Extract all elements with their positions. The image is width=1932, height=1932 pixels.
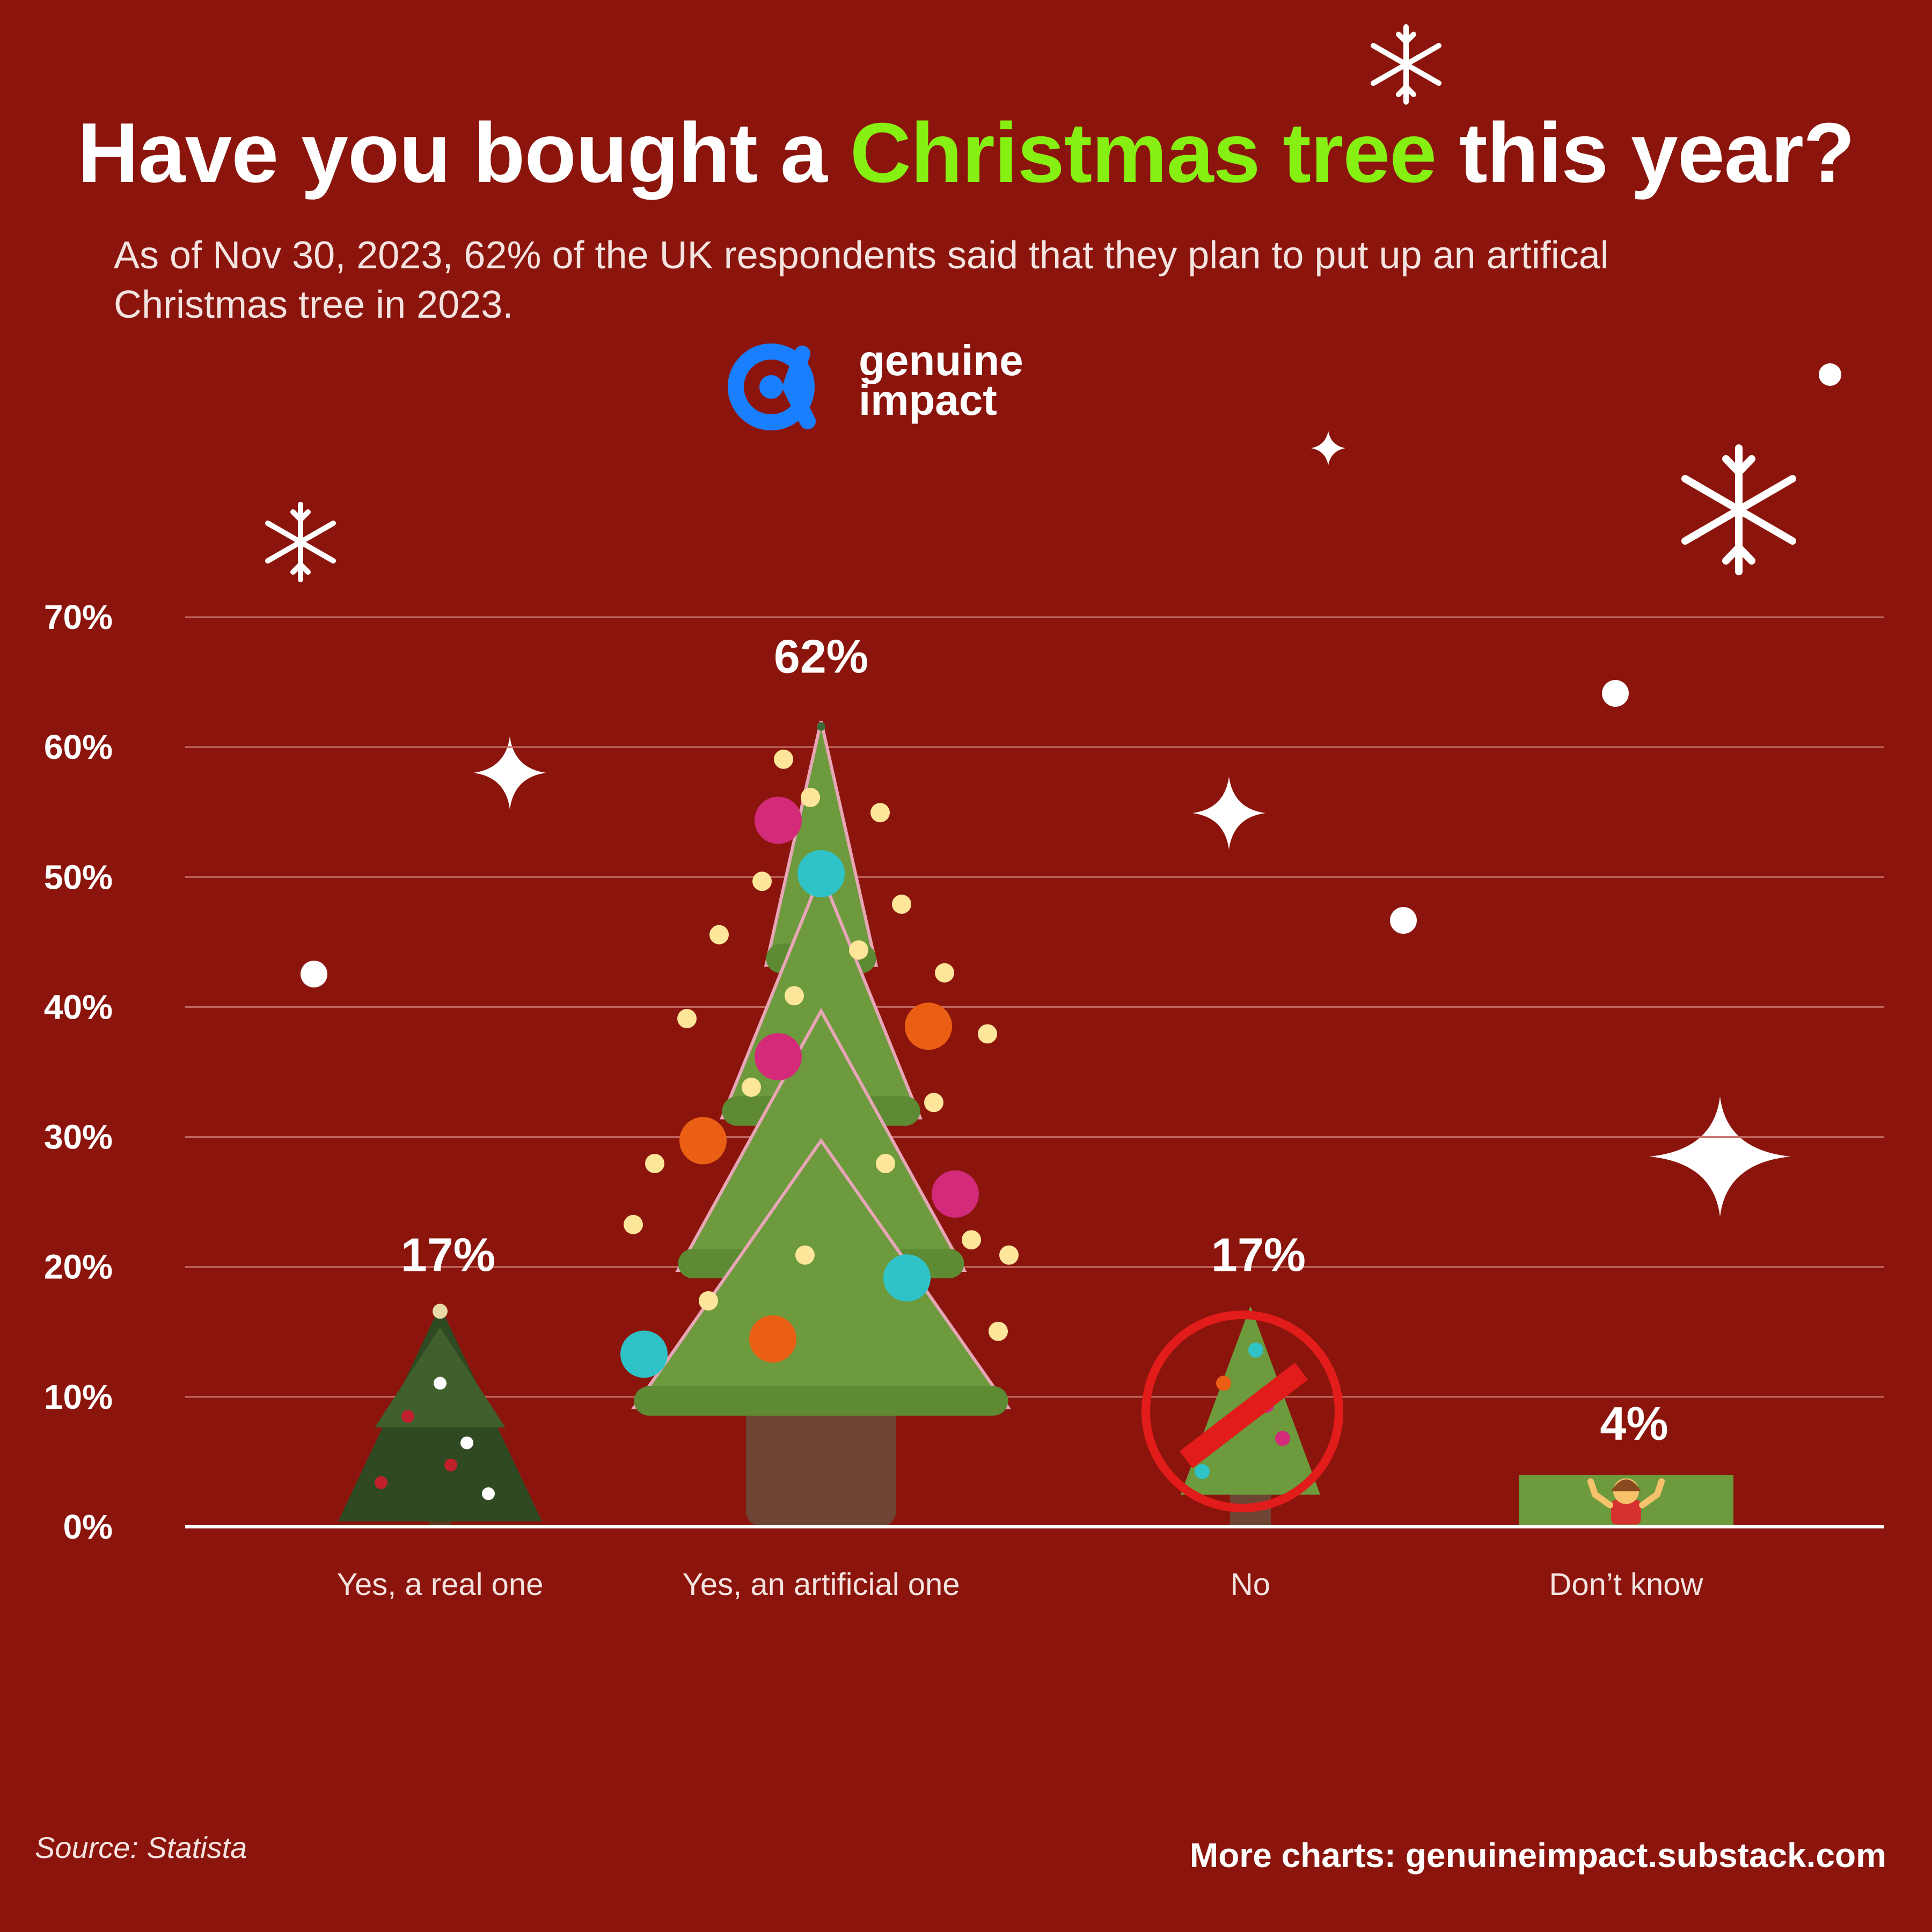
- sparkle-icon: [1649, 1096, 1791, 1217]
- chart-subtitle: As of Nov 30, 2023, 62% of the UK respon…: [114, 231, 1777, 330]
- source-note: Source: Statista: [35, 1831, 247, 1864]
- y-tick-label: 10%: [44, 1378, 113, 1416]
- shrug-icon: [1519, 1475, 1733, 1527]
- snow-dot: [1819, 363, 1841, 386]
- title-part-1: Have you bought a: [77, 106, 850, 200]
- chart-title: Have you bought a Christmas tree this ye…: [0, 105, 1932, 202]
- subtitle-line-1: As of Nov 30, 2023, 62% of the UK respon…: [114, 234, 1609, 277]
- logo-text: genuine impact: [859, 336, 1023, 424]
- y-tick-label: 70%: [44, 598, 113, 636]
- value-label: 17%: [401, 1228, 495, 1281]
- more-charts-link[interactable]: More charts: genuineimpact.substack.com: [1189, 1836, 1886, 1875]
- y-tick-label: 40%: [44, 987, 113, 1026]
- shrug-emoji: [1587, 1478, 1665, 1525]
- bars: [338, 721, 1733, 1527]
- value-labels: 17% 62% 17% 4%: [401, 630, 1668, 1450]
- snowflake-icon: [1681, 444, 1796, 575]
- sparkle-icon: [1311, 431, 1345, 465]
- real-tree-icon: [338, 1304, 542, 1527]
- y-tick-label: 60%: [44, 728, 113, 766]
- snow-dot: [1602, 680, 1629, 707]
- logo-line-2: impact: [859, 376, 997, 424]
- snow-dot: [301, 961, 327, 987]
- x-category-label: Yes, a real one: [337, 1567, 544, 1602]
- sparkle-icon: [473, 736, 546, 809]
- logo-line-1: genuine: [859, 336, 1023, 384]
- y-tick-label: 20%: [44, 1248, 113, 1286]
- subtitle-line-2: Christmas tree in 2023.: [114, 283, 514, 326]
- brand-logo: genuine impact: [727, 336, 1060, 437]
- x-category-label: Don’t know: [1549, 1567, 1704, 1602]
- snowflake-icon: [1371, 24, 1441, 105]
- sparkle-icon: [1192, 777, 1265, 850]
- x-category-label: No: [1231, 1567, 1270, 1602]
- y-tick-label: 50%: [44, 858, 113, 896]
- y-axis: 0% 10% 20% 30% 40% 50% 60% 70%: [44, 598, 113, 1546]
- snowflake-icon: [265, 502, 336, 582]
- value-label: 4%: [1600, 1397, 1668, 1450]
- title-highlight: Christmas tree: [850, 106, 1437, 200]
- title-part-2: this year?: [1436, 106, 1855, 200]
- no-tree-icon: [1141, 1306, 1343, 1527]
- artificial-tree-icon: [620, 721, 1019, 1527]
- y-tick-label: 30%: [44, 1118, 113, 1157]
- y-tick-label: 0%: [63, 1507, 113, 1546]
- value-label: 17%: [1211, 1228, 1306, 1281]
- x-category-label: Yes, an artificial one: [683, 1567, 960, 1602]
- genuine-impact-logo-icon: [728, 343, 816, 430]
- value-label: 62%: [774, 630, 868, 683]
- x-axis: Yes, a real one Yes, an artificial one No D…: [337, 1567, 1704, 1602]
- snow-dot: [1390, 907, 1417, 934]
